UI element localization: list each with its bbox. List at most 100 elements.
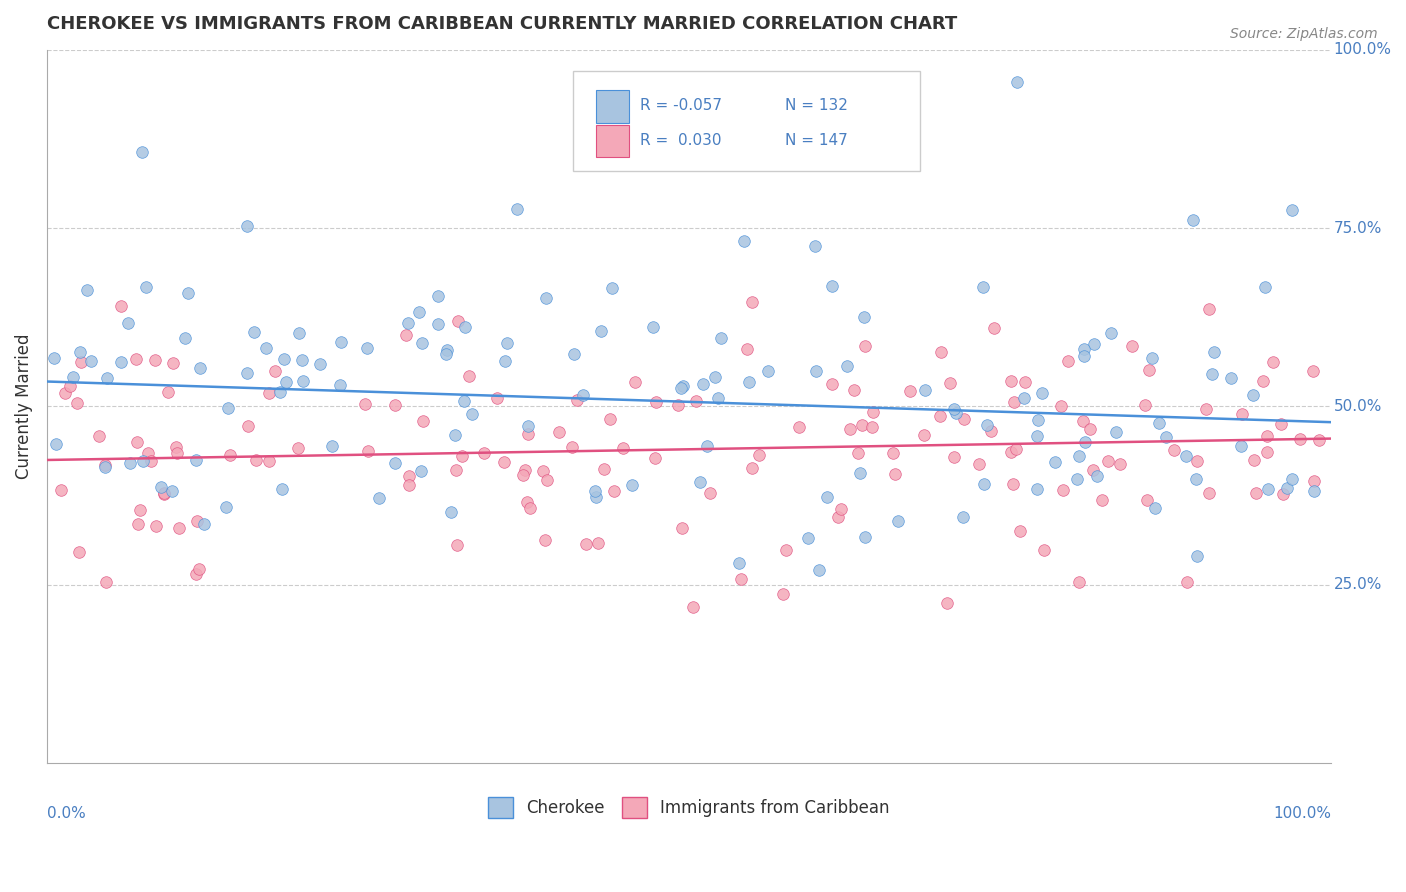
Point (444, 427, 467, 442)
Point (1184, 472, 1206, 486)
Text: 25.0%: 25.0% (1333, 577, 1382, 592)
Point (186, 514, 208, 528)
Point (1109, 457, 1132, 471)
Text: 75.0%: 75.0% (1333, 220, 1382, 235)
Point (689, 475, 711, 490)
Point (162, 356, 184, 370)
Point (741, 461, 763, 475)
Point (914, 383, 936, 397)
Point (276, 375, 298, 389)
Point (1198, 486, 1220, 500)
Point (1012, 391, 1035, 405)
Point (486, 391, 509, 405)
Point (862, 405, 884, 419)
Point (94, 458, 117, 472)
Point (457, 368, 479, 383)
Point (536, 473, 558, 487)
Point (682, 599, 704, 614)
Point (287, 442, 309, 456)
Point (1251, 374, 1274, 388)
Point (1135, 398, 1157, 412)
Point (516, 494, 538, 508)
Point (354, 397, 377, 411)
Point (821, 377, 844, 392)
Point (1181, 212, 1204, 227)
Point (1270, 417, 1292, 431)
Point (1091, 493, 1114, 508)
Point (1243, 453, 1265, 467)
Point (772, 587, 794, 601)
Point (547, 425, 569, 440)
Point (685, 394, 707, 409)
Point (1302, 364, 1324, 378)
Point (796, 532, 818, 546)
Point (67, 545, 90, 559)
Point (474, 446, 496, 460)
Point (384, 398, 406, 412)
Point (738, 376, 761, 390)
Point (980, 425, 1002, 439)
Point (292, 374, 315, 388)
Point (710, 331, 733, 345)
Point (516, 427, 538, 442)
Point (929, 409, 952, 423)
Point (291, 353, 314, 368)
Point (96, 370, 118, 384)
Point (600, 280, 623, 294)
Point (1028, 412, 1050, 426)
Point (177, 285, 200, 300)
Point (259, 386, 281, 401)
Point (492, 455, 515, 469)
Point (973, 476, 995, 491)
Point (1201, 368, 1223, 382)
Point (519, 501, 541, 516)
Point (254, 341, 277, 355)
Point (565, 392, 588, 407)
Point (942, 450, 965, 464)
Point (153, 486, 176, 500)
Point (162, 483, 184, 498)
Point (972, 279, 994, 293)
Point (1271, 486, 1294, 500)
Point (787, 420, 810, 434)
Point (427, 318, 450, 332)
Point (409, 464, 432, 478)
Text: Source: ZipAtlas.com: Source: ZipAtlas.com (1230, 27, 1378, 41)
Point (1000, 445, 1022, 459)
Point (321, 439, 343, 453)
Point (1071, 415, 1094, 429)
Point (1281, 472, 1303, 486)
Point (49, 483, 72, 498)
Point (165, 440, 187, 454)
Point (883, 467, 905, 481)
Point (851, 417, 873, 432)
Point (436, 343, 458, 357)
Point (707, 391, 730, 405)
Point (1195, 402, 1218, 417)
Point (384, 456, 406, 470)
Point (153, 487, 176, 501)
Point (692, 376, 714, 391)
Point (149, 480, 172, 494)
Point (236, 219, 259, 234)
Text: 100.0%: 100.0% (1333, 42, 1392, 57)
Point (259, 454, 281, 468)
Point (804, 364, 827, 378)
Point (157, 385, 180, 400)
Point (534, 291, 557, 305)
Point (696, 438, 718, 452)
Point (1001, 476, 1024, 491)
Point (89, 429, 111, 443)
Point (1121, 339, 1143, 353)
Point (62, 370, 84, 384)
Point (69, 345, 91, 359)
Point (756, 364, 779, 378)
Point (534, 533, 557, 547)
Point (215, 500, 238, 515)
Point (846, 446, 869, 460)
Point (1244, 486, 1267, 500)
Point (190, 361, 212, 376)
Point (1002, 395, 1025, 409)
Point (898, 384, 921, 398)
FancyBboxPatch shape (596, 125, 628, 157)
